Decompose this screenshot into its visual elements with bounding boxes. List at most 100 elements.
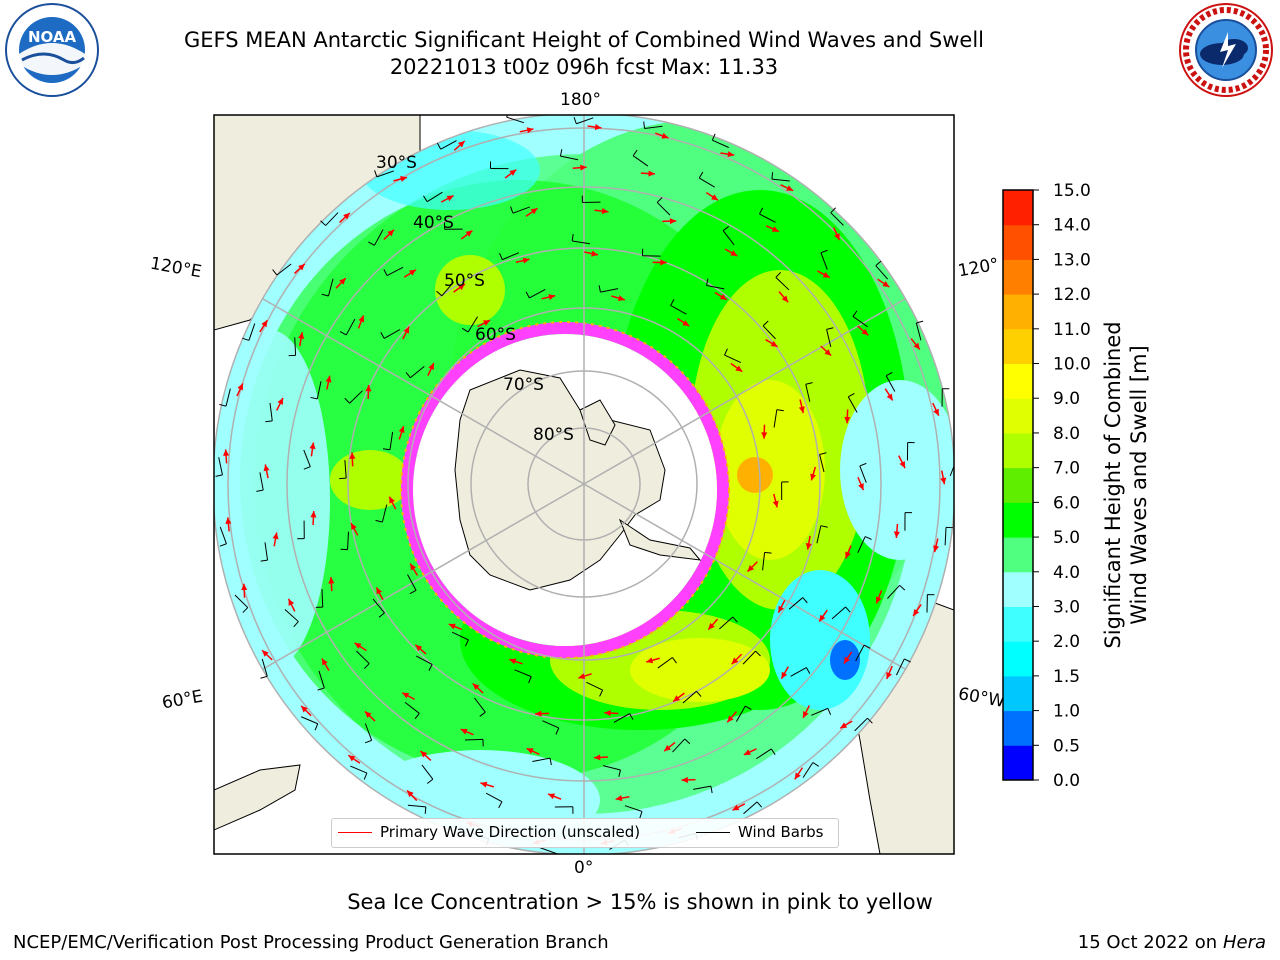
wind-barb [670, 299, 687, 315]
wave-direction-arrow [587, 124, 602, 131]
wave-direction-arrow [419, 750, 432, 761]
wind-barb [885, 371, 896, 392]
wind-barb [742, 650, 761, 665]
wind-barb [820, 249, 828, 270]
colorbar-segment [1003, 224, 1033, 260]
colorbar-segment [1003, 259, 1033, 295]
wind-barb [624, 805, 643, 819]
wave-direction-arrow [440, 194, 454, 203]
wave-direction-arrow [839, 720, 853, 729]
colorbar-tick-label: 0.0 [1053, 771, 1080, 791]
wave-direction-arrow [611, 295, 625, 302]
colorbar-segment [1003, 641, 1033, 677]
colorbar-segment [1003, 675, 1033, 712]
wind-barb [461, 316, 479, 333]
wave-direction-arrow [328, 577, 335, 592]
wave-direction-arrow [898, 455, 906, 469]
wave-direction-arrow [933, 538, 940, 553]
colorbar-tick-label: 11.0 [1053, 320, 1091, 340]
lat-label-70s: 70°S [503, 375, 544, 395]
wave-direction-arrow [743, 748, 757, 756]
wind-barb [855, 644, 871, 662]
wave-direction-arrow [515, 257, 530, 264]
lat-label-50s: 50°S [444, 271, 485, 291]
wind-barb [317, 670, 325, 691]
wave-direction-arrow [655, 132, 669, 139]
colorbar-segment [1003, 606, 1033, 642]
wind-barb [260, 542, 269, 562]
wind-barb [854, 717, 873, 732]
wave-direction-arrow [357, 315, 365, 329]
colorbar-segment [1003, 398, 1033, 434]
wave-direction-arrow [798, 399, 805, 414]
wind-barb [759, 207, 776, 223]
wind-barb [857, 536, 872, 554]
wind-barb [364, 723, 373, 744]
wave-direction-arrow [347, 754, 361, 764]
wind-barb [852, 310, 868, 328]
wind-barb [272, 263, 292, 276]
wind-barb [735, 705, 752, 722]
wind-barb [775, 271, 790, 291]
wave-direction-arrow [453, 140, 466, 151]
wind-barb [315, 589, 324, 608]
wave-direction-arrow [730, 362, 743, 373]
wave-direction-arrow [398, 425, 405, 440]
wave-direction-arrow [354, 642, 367, 652]
wave-direction-arrow [681, 776, 696, 783]
wind-barb [831, 606, 851, 620]
wind-barb [830, 207, 844, 226]
wind-barb [643, 121, 663, 130]
wave-direction-arrow [241, 583, 248, 598]
wind-barb [915, 320, 924, 341]
wave-direction-arrow [427, 362, 435, 377]
wind-barb [693, 785, 713, 794]
wave-direction-swatch [338, 831, 372, 833]
wind-barb [926, 594, 935, 613]
wave-direction-arrow [375, 587, 384, 601]
wind-barb [719, 616, 738, 630]
colorbar-segment [1003, 432, 1033, 469]
wind-barb [781, 481, 789, 500]
wind-barb [320, 212, 339, 226]
wind-barb [771, 172, 790, 182]
credit-left: NCEP/EMC/Verification Post Processing Pr… [13, 932, 609, 953]
wind-barb [773, 409, 784, 428]
wave-direction-arrow [594, 207, 609, 215]
wave-direction-arrow [350, 522, 359, 536]
wind-barb [743, 801, 763, 815]
wind-barb [219, 388, 231, 407]
wave-direction-arrow [578, 673, 592, 680]
wind-barb [514, 669, 532, 684]
wind-barb [755, 748, 776, 760]
colorbar-tick-label: 13.0 [1053, 250, 1091, 270]
wave-direction-arrow [714, 291, 728, 301]
wave-direction-arrow [504, 168, 517, 179]
wind-barb [571, 233, 591, 245]
legend-item-wave-direction: Primary Wave Direction (unscaled) [338, 823, 640, 841]
wind-barb [762, 551, 772, 571]
wind-barb [382, 431, 394, 451]
wind-barb [416, 655, 433, 671]
wind-barb [407, 804, 427, 814]
wave-direction-arrow [910, 338, 921, 350]
wind-barb [532, 757, 552, 766]
wave-direction-arrow [802, 705, 811, 719]
wind-barb [340, 531, 349, 551]
wave-direction-arrow [525, 207, 538, 217]
lat-label-40s: 40°S [413, 213, 454, 233]
wave-direction-arrow [300, 705, 312, 717]
wind-barb [790, 667, 811, 677]
wave-direction-arrow [225, 517, 232, 532]
wave-direction-arrow [857, 325, 869, 336]
wave-direction-arrow [732, 803, 746, 811]
wave-direction-arrow [310, 510, 317, 526]
wind-barb [706, 278, 725, 290]
wind-barb [380, 329, 401, 339]
wave-direction-arrow [298, 332, 305, 347]
colorbar-tick-label: 0.5 [1053, 736, 1080, 756]
wave-direction-arrow [526, 747, 540, 756]
wave-direction-arrow [402, 326, 410, 340]
wave-direction-arrow [765, 338, 778, 348]
